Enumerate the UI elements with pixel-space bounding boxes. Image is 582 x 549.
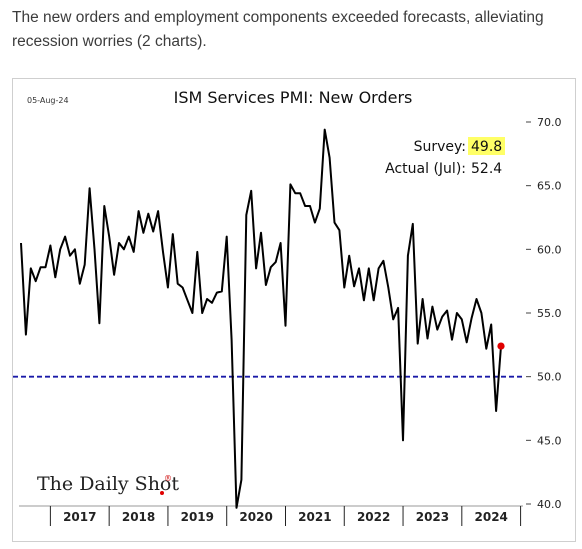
ism-new-orders-chart: 05-Aug-24 ISM Services PMI: New Orders 7… bbox=[13, 88, 562, 526]
x-tick-label: 2021 bbox=[298, 510, 331, 524]
watermark-registered: ® bbox=[164, 474, 172, 483]
x-tick-label: 2020 bbox=[239, 510, 272, 524]
actual-annotation: Actual (Jul): 52.4 bbox=[385, 161, 502, 177]
series-line-new-orders bbox=[20, 128, 502, 509]
x-tick-label: 2019 bbox=[181, 510, 214, 524]
watermark-dot bbox=[160, 491, 164, 495]
survey-label: Survey: bbox=[414, 139, 466, 155]
chart-frame: 05-Aug-24 ISM Services PMI: New Orders 7… bbox=[12, 78, 576, 542]
date-stamp: 05-Aug-24 bbox=[27, 96, 69, 105]
watermark-text: The Daily Shot bbox=[37, 473, 179, 495]
x-tick-label: 2017 bbox=[63, 510, 96, 524]
x-tick-label: 2022 bbox=[357, 510, 390, 524]
y-tick-label: 50.0 bbox=[537, 371, 562, 384]
actual-value: 52.4 bbox=[471, 161, 502, 177]
y-tick-label: 65.0 bbox=[537, 180, 562, 193]
y-axis: 70.0 65.0 60.0 55.0 50.0 45.0 40.0 bbox=[526, 116, 562, 511]
y-tick-label: 55.0 bbox=[537, 307, 562, 320]
x-tick-label: 2024 bbox=[475, 510, 508, 524]
y-tick-label: 60.0 bbox=[537, 243, 562, 256]
x-axis: 2017 2018 2019 2020 2021 2022 2023 2024 bbox=[19, 505, 523, 526]
watermark-logo: The Daily Shot ® bbox=[37, 473, 179, 495]
chart-title: ISM Services PMI: New Orders bbox=[174, 88, 413, 107]
survey-value: 49.8 bbox=[471, 139, 502, 155]
latest-actual-marker bbox=[497, 342, 505, 350]
actual-label: Actual (Jul): bbox=[385, 161, 466, 177]
y-tick-label: 45.0 bbox=[537, 434, 562, 447]
survey-annotation: Survey: 49.8 bbox=[414, 137, 505, 155]
intro-text: The new orders and employment components… bbox=[12, 9, 544, 50]
y-tick-label: 40.0 bbox=[537, 498, 562, 511]
survey-highlight bbox=[468, 137, 505, 155]
y-tick-label: 70.0 bbox=[537, 116, 562, 129]
x-tick-label: 2023 bbox=[416, 510, 449, 524]
x-tick-label: 2018 bbox=[122, 510, 155, 524]
